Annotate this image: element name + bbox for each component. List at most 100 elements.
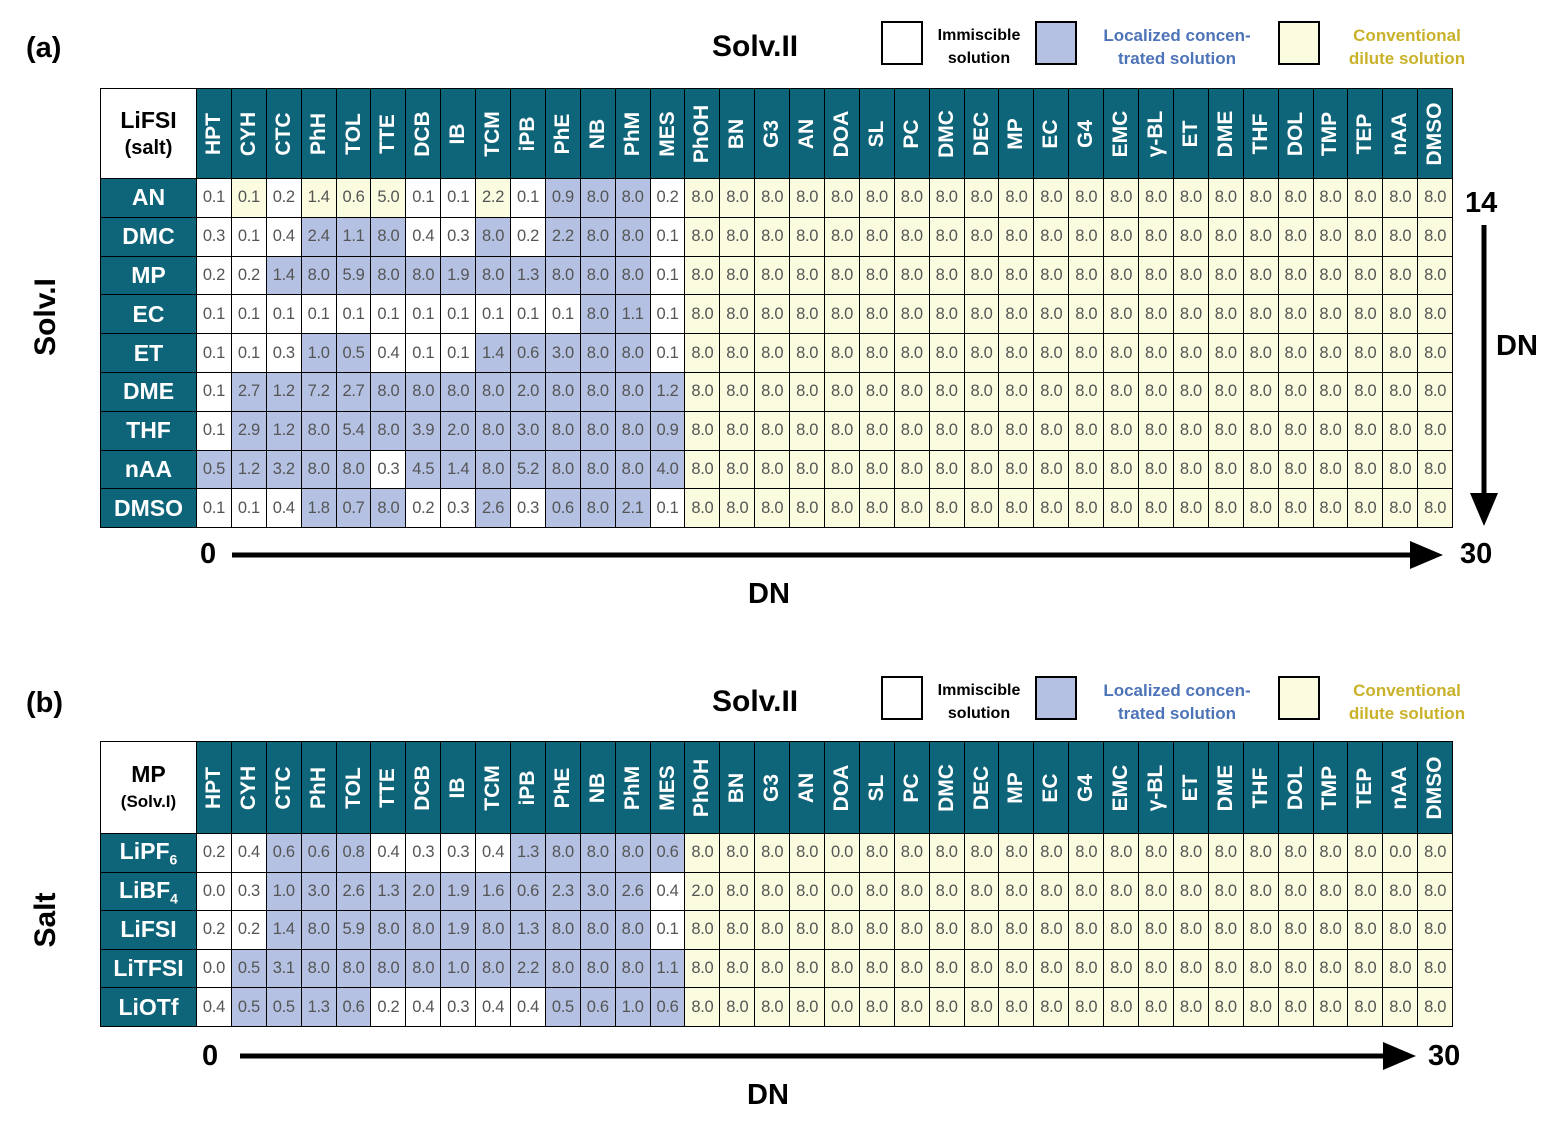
heatmap-cell: 0.5 <box>230 948 267 989</box>
heatmap-cell: 5.9 <box>335 255 372 296</box>
heatmap-cell: 8.0 <box>789 371 826 412</box>
heatmap-cell: 0.6 <box>649 833 686 873</box>
column-header-21: DMC <box>928 741 965 834</box>
heatmap-cell: 8.0 <box>789 871 826 912</box>
heatmap-cell: 8.0 <box>579 833 616 873</box>
table-row: ET 0.1 0.1 0.3 1.0 0.5 0.4 0.1 0.1 1.4 0.6 3.0 8.0 8.… <box>100 333 1454 373</box>
column-header-29: DME <box>1207 741 1244 834</box>
heatmap-cell: 0.4 <box>370 333 407 373</box>
heatmap-cell: 1.4 <box>265 255 302 296</box>
heatmap-cell: 8.0 <box>754 871 791 912</box>
column-header-24: EC <box>1033 88 1070 179</box>
heatmap-cell: 8.0 <box>1103 449 1140 490</box>
x-axis-arrowhead <box>1410 541 1443 569</box>
column-axis-title: Solv.II <box>712 30 799 63</box>
heatmap-cell: 8.0 <box>1138 410 1174 451</box>
heatmap-cell: 8.0 <box>893 871 930 912</box>
heatmap-cell: 8.0 <box>858 294 895 335</box>
heatmap-cell: 2.1 <box>614 488 651 529</box>
column-header-16: G3 <box>754 741 791 834</box>
heatmap-cell: 0.2 <box>265 178 302 218</box>
heatmap-cell: 8.0 <box>824 255 860 296</box>
heatmap-cell: 8.0 <box>1417 216 1454 257</box>
heatmap-cell: 8.0 <box>998 987 1035 1027</box>
column-header-12: PhM <box>614 88 651 179</box>
table-row: DME 0.1 2.7 1.2 7.2 2.7 8.0 8.0 8.0 8.0 2.0 8.0 8.0 8… <box>100 371 1454 412</box>
column-header-20: PC <box>893 741 930 834</box>
legend-swatch-immiscible <box>881 676 923 720</box>
heatmap-cell: 8.0 <box>893 449 930 490</box>
heatmap-cell: 8.0 <box>928 255 965 296</box>
heatmap-cell: 0.3 <box>265 333 302 373</box>
heatmap-cell: 8.0 <box>1382 410 1419 451</box>
heatmap-cell: 8.0 <box>1312 333 1349 373</box>
heatmap-cell: 8.0 <box>1068 910 1105 950</box>
row-header: LiPF6 <box>100 833 197 873</box>
heatmap-cell: 8.0 <box>893 294 930 335</box>
heatmap-cell: 8.0 <box>579 255 616 296</box>
heatmap-cell: 2.0 <box>684 871 721 912</box>
heatmap-cell: 8.0 <box>893 948 930 989</box>
column-header-5: TTE <box>370 741 407 834</box>
heatmap-cell: 1.2 <box>265 410 302 451</box>
heatmap-cell: 8.0 <box>579 294 616 335</box>
heatmap-cell: 8.0 <box>1347 948 1384 989</box>
heatmap-cell: 8.0 <box>754 178 791 218</box>
heatmap-cell: 8.0 <box>335 449 372 490</box>
heatmap-cell: 8.0 <box>963 178 1000 218</box>
heatmap-cell: 8.0 <box>1347 488 1384 529</box>
heatmap-cell: 8.0 <box>719 333 756 373</box>
heatmap-cell: 8.0 <box>1382 333 1419 373</box>
legend-swatch-localized <box>1035 21 1077 65</box>
heatmap-cell: 0.1 <box>230 294 267 335</box>
heatmap-cell: 8.0 <box>1417 294 1454 335</box>
heatmap-cell: 8.0 <box>1382 910 1419 950</box>
heatmap-cell: 0.1 <box>230 333 267 373</box>
heatmap-cell: 8.0 <box>1347 410 1384 451</box>
legend-label-conventional: Conventional dilute solution <box>1348 681 1466 723</box>
heatmap-cell: 0.2 <box>405 488 442 529</box>
column-header-26: EMC <box>1103 88 1140 179</box>
heatmap-cell: 8.0 <box>1207 333 1244 373</box>
heatmap-cell: 8.0 <box>1068 488 1105 529</box>
heatmap-cell: 8.0 <box>858 871 895 912</box>
row-header: nAA <box>100 449 197 490</box>
column-header-33: TEP <box>1347 741 1384 834</box>
heatmap-cell: 0.1 <box>196 333 232 373</box>
heatmap-cell: 8.0 <box>1417 910 1454 950</box>
heatmap-cell: 0.1 <box>510 178 546 218</box>
heatmap-cell: 8.0 <box>998 488 1035 529</box>
heatmap-cell: 8.0 <box>963 216 1000 257</box>
x-axis-arrowhead <box>1383 1042 1416 1070</box>
heatmap-cell: 8.0 <box>1347 371 1384 412</box>
heatmap-cell: 8.0 <box>1277 410 1314 451</box>
column-header-14: PhOH <box>684 88 721 179</box>
heatmap-cell: 0.6 <box>544 488 581 529</box>
heatmap-cell: 3.1 <box>265 948 302 989</box>
heatmap-cell: 0.3 <box>230 871 267 912</box>
column-header-14: PhOH <box>684 741 721 834</box>
column-header-2: CTC <box>265 741 302 834</box>
heatmap-cell: 8.0 <box>1172 833 1209 873</box>
axis-arrows-b <box>240 1042 1416 1070</box>
heatmap-cell: 8.0 <box>1242 255 1279 296</box>
column-header-12: PhM <box>614 741 651 834</box>
heatmap-cell: 8.0 <box>1277 833 1314 873</box>
column-header-17: AN <box>789 88 826 179</box>
heatmap-cell: 8.0 <box>1417 871 1454 912</box>
heatmap-cell: 8.0 <box>928 449 965 490</box>
heatmap-cell: 8.0 <box>1033 871 1070 912</box>
table-row: EC 0.1 0.1 0.1 0.1 0.1 0.1 0.1 0.1 0.1 0.1 0.1 8.0 1.… <box>100 294 1454 335</box>
column-header-11: NB <box>579 88 616 179</box>
heatmap-cell: 8.0 <box>1242 871 1279 912</box>
heatmap-cell: 8.0 <box>1207 410 1244 451</box>
heatmap-cell: 8.0 <box>684 948 721 989</box>
heatmap-cell: 8.0 <box>858 987 895 1027</box>
heatmap-cell: 8.0 <box>963 833 1000 873</box>
heatmap-cell: 8.0 <box>789 910 826 950</box>
heatmap-cell: 8.0 <box>1312 488 1349 529</box>
heatmap-cell: 8.0 <box>963 910 1000 950</box>
heatmap-cell: 0.4 <box>510 987 546 1027</box>
heatmap-cell: 8.0 <box>1138 833 1174 873</box>
table-row: LiOTf 0.4 0.5 0.5 1.3 0.6 0.2 0.4 0.3 0.4 0.4 0.5 0.… <box>100 987 1454 1027</box>
